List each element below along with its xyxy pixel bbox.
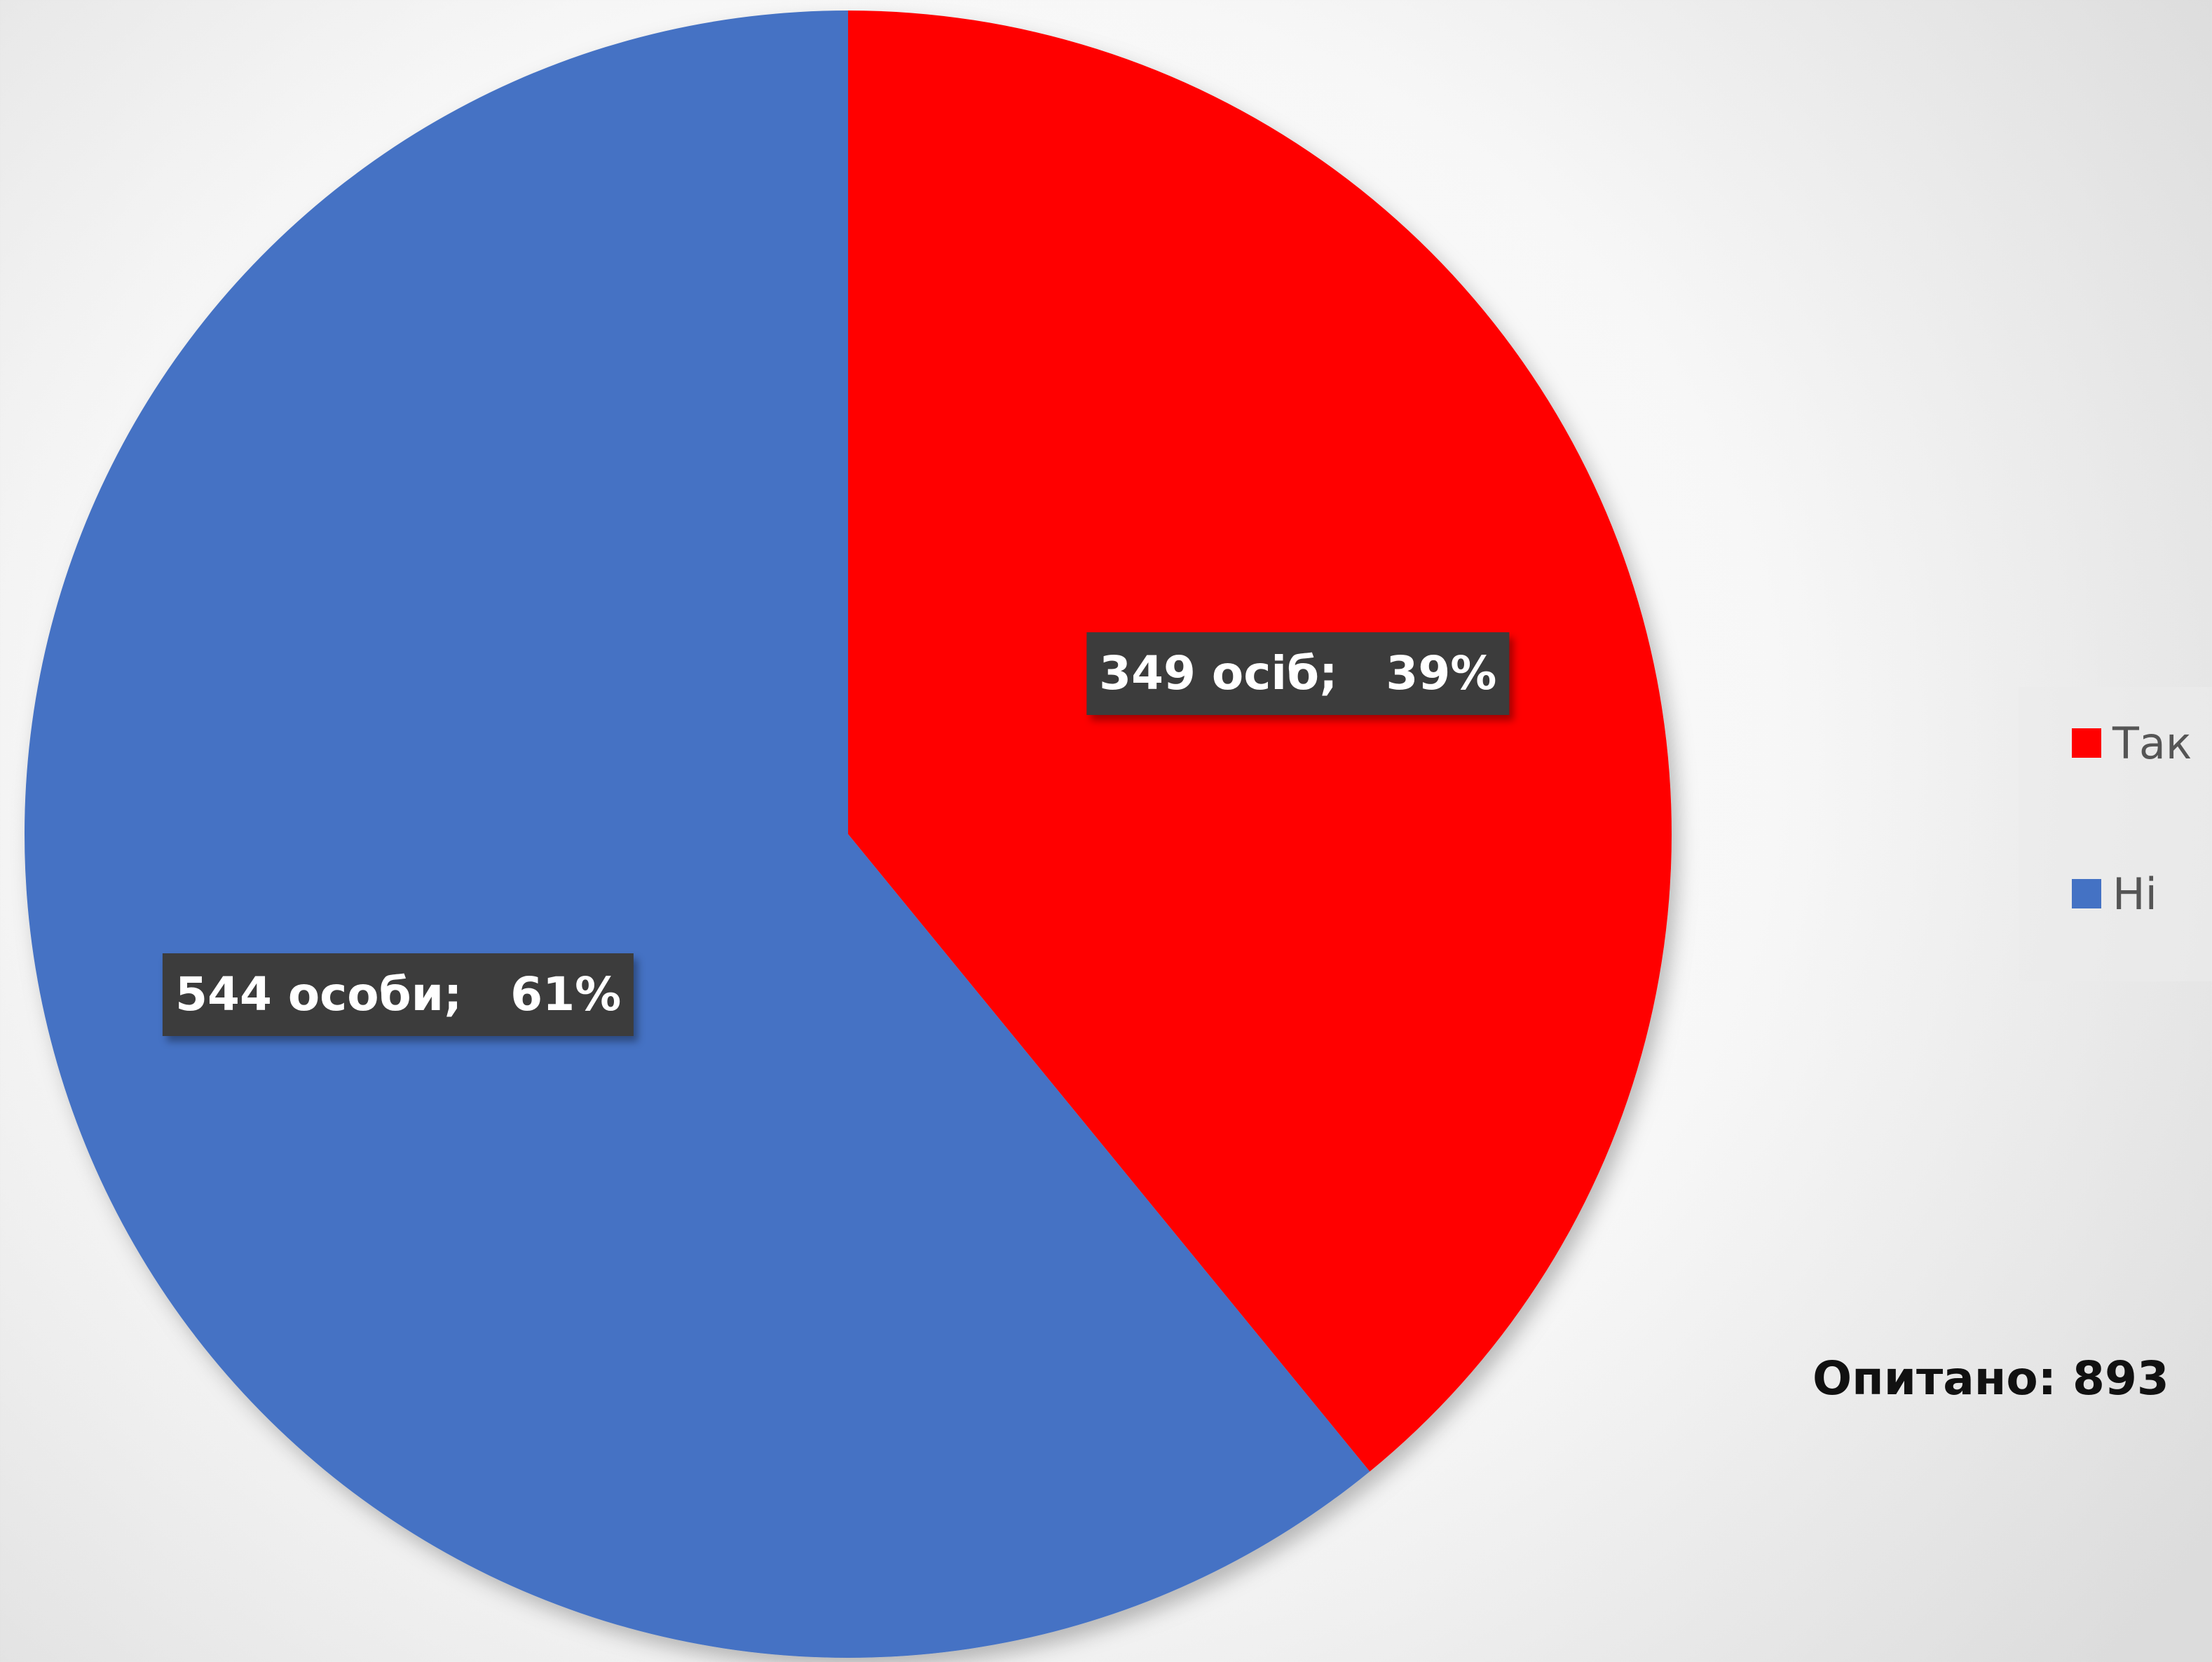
legend-label-ni: Ні: [2112, 868, 2157, 920]
pie-slice-ni: [24, 11, 1370, 1658]
legend-swatch-ni: [2072, 879, 2101, 908]
data-label-ni: 544 особи; 61%: [163, 953, 634, 1037]
pie-slice-tak: [848, 11, 1672, 1472]
legend-item-tak: Так: [2072, 715, 2192, 771]
total-respondents-note: Опитано: 893: [1812, 1351, 2169, 1405]
legend-item-ni: Ні: [2072, 866, 2157, 922]
data-label-tak: 349 осіб; 39%: [1086, 632, 1510, 715]
legend: Так Ні: [2019, 687, 2212, 981]
legend-label-tak: Так: [2112, 717, 2192, 769]
legend-swatch-tak: [2072, 728, 2101, 758]
